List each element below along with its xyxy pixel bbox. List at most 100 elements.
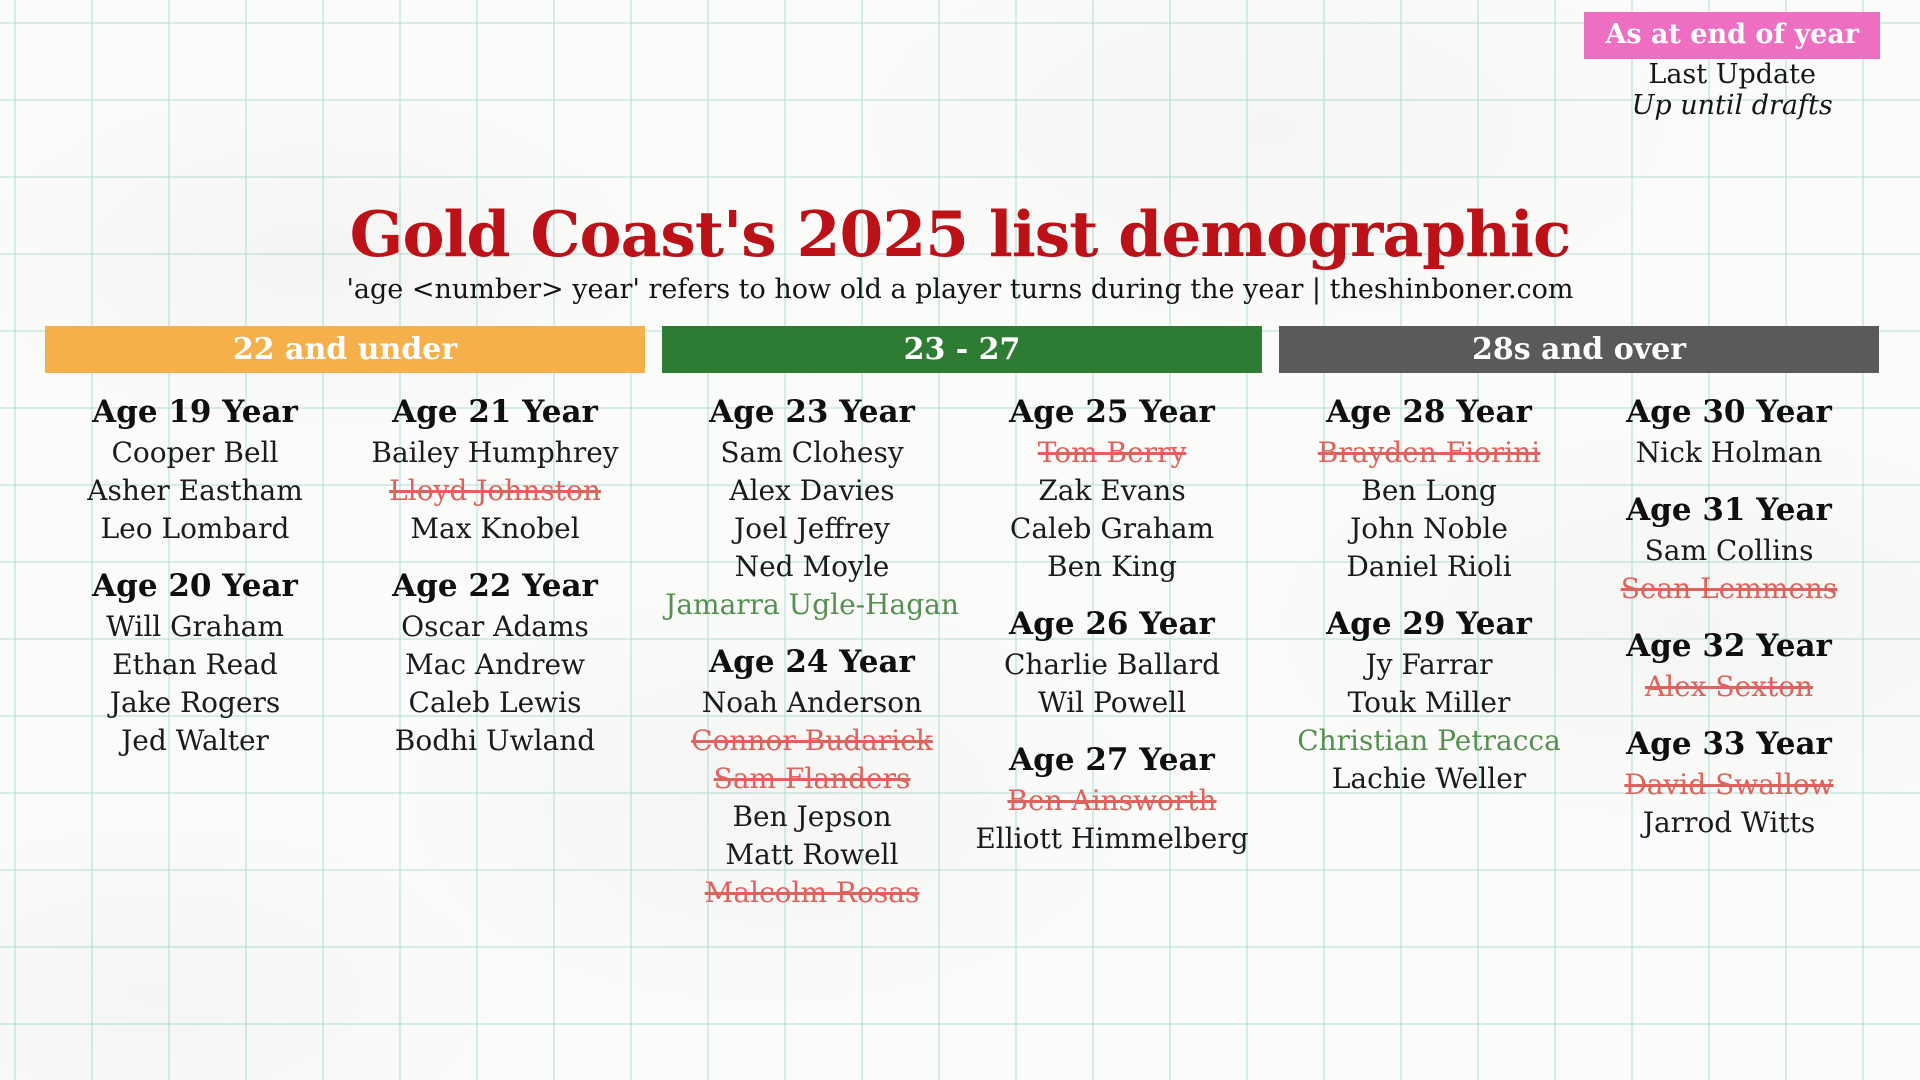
age-group-heading: Age 19 Year (92, 394, 298, 430)
player-name: Lachie Weller (1331, 762, 1527, 795)
player-name: Will Graham (106, 610, 284, 643)
player-name: Sam Collins (1644, 534, 1814, 567)
player-name: Jarrod Witts (1642, 806, 1816, 839)
player-name: Zak Evans (1038, 474, 1186, 507)
age-group-heading: Age 28 Year (1326, 394, 1532, 430)
player-name: Max Knobel (410, 512, 580, 545)
age-section: Age 33 Year David Swallow Jarrod Witts (1579, 723, 1879, 842)
group-header-bar: 22 and under (45, 326, 645, 373)
player-name: Joel Jeffrey (734, 512, 890, 545)
age-section: Age 26 Year Charlie Ballard Wil Powell (962, 603, 1262, 722)
age-group-heading: Age 26 Year (1009, 606, 1215, 642)
player-name: Daniel Rioli (1346, 550, 1512, 583)
player-name: Alex Sexton (1644, 670, 1814, 703)
player-name: Connor Budarick (691, 724, 933, 757)
age-section: Age 27 Year Ben Ainsworth Elliott Himmelbe… (962, 739, 1262, 858)
last-update-label: Last Update (1648, 59, 1816, 90)
player-name: Asher Eastham (87, 474, 303, 507)
player-name: Elliott Himmelberg (975, 822, 1249, 855)
age-section: Age 28 Year Brayden Fiorini Ben Long John N… (1279, 391, 1579, 586)
age-group-heading: Age 30 Year (1626, 394, 1832, 430)
player-name: Jake Rogers (109, 686, 281, 719)
age-groups-board: 22 and under Age 19 Year Cooper Bell Asher … (45, 326, 1879, 929)
player-name: Matt Rowell (725, 838, 899, 871)
age-section: Age 19 Year Cooper Bell Asher Eastham Leo L… (45, 391, 345, 548)
player-name: Brayden Fiorini (1317, 436, 1541, 469)
age-section: Age 30 Year Nick Holman (1579, 391, 1879, 472)
age-section: Age 23 Year Sam Clohesy Alex Davies Joel Je… (662, 391, 962, 624)
age-group-heading: Age 29 Year (1326, 606, 1532, 642)
age-column: Age 23 Year Sam Clohesy Alex Davies Joel Je… (662, 373, 962, 929)
player-name: Ned Moyle (734, 550, 890, 583)
player-name: Ben King (1047, 550, 1177, 583)
age-column: Age 19 Year Cooper Bell Asher Eastham Leo L… (45, 373, 345, 777)
player-name: Sean Lemmens (1620, 572, 1838, 605)
age-column: Age 28 Year Brayden Fiorini Ben Long John N… (1279, 373, 1579, 859)
player-name: John Noble (1350, 512, 1508, 545)
player-name: Touk Miller (1347, 686, 1511, 719)
age-group-heading: Age 32 Year (1626, 628, 1832, 664)
age-section: Age 20 Year Will Graham Ethan Read Jake Rog… (45, 565, 345, 760)
player-name: Caleb Lewis (408, 686, 582, 719)
player-name: Leo Lombard (100, 512, 290, 545)
player-name: Cooper Bell (111, 436, 279, 469)
player-name: Jed Walter (121, 724, 269, 757)
group-columns: Age 19 Year Cooper Bell Asher Eastham Leo L… (45, 373, 645, 777)
age-section: Age 29 Year Jy Farrar Touk Miller Christian… (1279, 603, 1579, 798)
player-name: Mac Andrew (404, 648, 586, 681)
age-group: 28s and over Age 28 Year Brayden Fiorini Be… (1279, 326, 1879, 929)
group-header-bar: 28s and over (1279, 326, 1879, 373)
player-name: Tom Berry (1037, 436, 1187, 469)
age-group-heading: Age 21 Year (392, 394, 598, 430)
age-section: Age 25 Year Tom Berry Zak Evans Caleb Graha… (962, 391, 1262, 586)
age-group-heading: Age 27 Year (1009, 742, 1215, 778)
age-section: Age 24 Year Noah Anderson Connor Budarick S… (662, 641, 962, 912)
player-name: Noah Anderson (701, 686, 923, 719)
age-group: 23 - 27 Age 23 Year Sam Clohesy Alex Davies… (662, 326, 1262, 929)
age-group-heading: Age 22 Year (392, 568, 598, 604)
player-name: Jamarra Ugle-Hagan (665, 588, 959, 621)
player-name: Malcolm Rosas (704, 876, 920, 909)
as-at-badge: As at end of year (1584, 12, 1880, 59)
age-column: Age 30 Year Nick Holman Age 31 Year Sam Col… (1579, 373, 1879, 859)
player-name: Sam Clohesy (720, 436, 904, 469)
age-group-heading: Age 25 Year (1009, 394, 1215, 430)
age-group-heading: Age 24 Year (709, 644, 915, 680)
age-section: Age 31 Year Sam Collins Sean Lemmens (1579, 489, 1879, 608)
player-name: Sam Flanders (713, 762, 911, 795)
player-name: David Swallow (1624, 768, 1834, 801)
player-name: Bodhi Uwland (394, 724, 596, 757)
player-name: Oscar Adams (401, 610, 589, 643)
age-section: Age 32 Year Alex Sexton (1579, 625, 1879, 706)
page-title: Gold Coast's 2025 list demographic (349, 197, 1572, 271)
age-column: Age 25 Year Tom Berry Zak Evans Caleb Graha… (962, 373, 1262, 929)
group-columns: Age 28 Year Brayden Fiorini Ben Long John N… (1279, 373, 1879, 859)
player-name: Caleb Graham (1009, 512, 1215, 545)
player-name: Jy Farrar (1365, 648, 1493, 681)
group-header-bar: 23 - 27 (662, 326, 1262, 373)
player-name: Bailey Humphrey (371, 436, 619, 469)
age-group-heading: Age 20 Year (92, 568, 298, 604)
player-name: Ben Ainsworth (1007, 784, 1217, 817)
group-columns: Age 23 Year Sam Clohesy Alex Davies Joel Je… (662, 373, 1262, 929)
age-column: Age 21 Year Bailey Humphrey Lloyd Johnston… (345, 373, 645, 777)
player-name: Wil Powell (1037, 686, 1187, 719)
age-section: Age 22 Year Oscar Adams Mac Andrew Caleb Le… (345, 565, 645, 760)
player-name: Ben Long (1361, 474, 1497, 507)
player-name: Alex Davies (729, 474, 895, 507)
page-subtitle: 'age <number> year' refers to how old a … (346, 274, 1574, 305)
update-scope-label: Up until drafts (1631, 90, 1833, 121)
player-name: Ben Jepson (732, 800, 892, 833)
age-group-heading: Age 33 Year (1626, 726, 1832, 762)
age-group-heading: Age 23 Year (709, 394, 915, 430)
player-name: Nick Holman (1635, 436, 1823, 469)
age-group: 22 and under Age 19 Year Cooper Bell Asher … (45, 326, 645, 929)
player-name: Christian Petracca (1297, 724, 1561, 757)
update-block: As at end of year Last Update Up until d… (1584, 12, 1880, 121)
player-name: Ethan Read (112, 648, 278, 681)
player-name: Lloyd Johnston (389, 474, 601, 507)
age-group-heading: Age 31 Year (1626, 492, 1832, 528)
age-section: Age 21 Year Bailey Humphrey Lloyd Johnston… (345, 391, 645, 548)
